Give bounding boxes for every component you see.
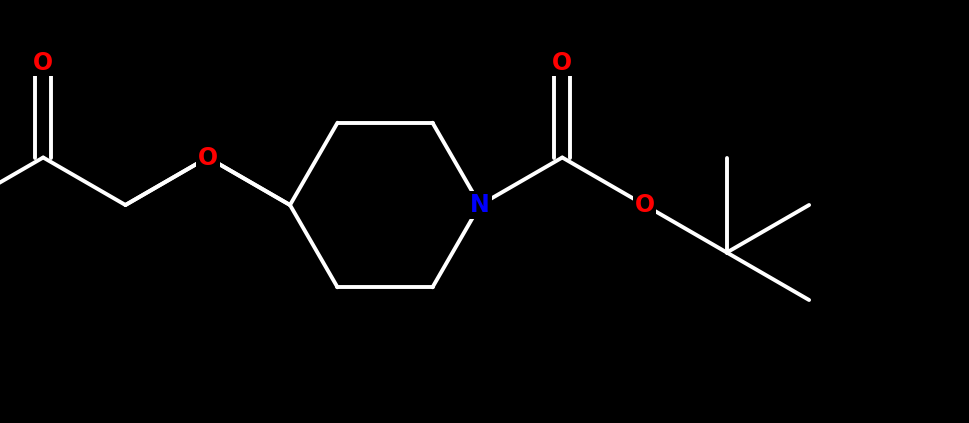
Text: O: O	[552, 50, 573, 74]
Text: O: O	[635, 193, 655, 217]
Text: O: O	[33, 50, 53, 74]
Text: N: N	[470, 193, 490, 217]
Text: O: O	[198, 146, 218, 170]
